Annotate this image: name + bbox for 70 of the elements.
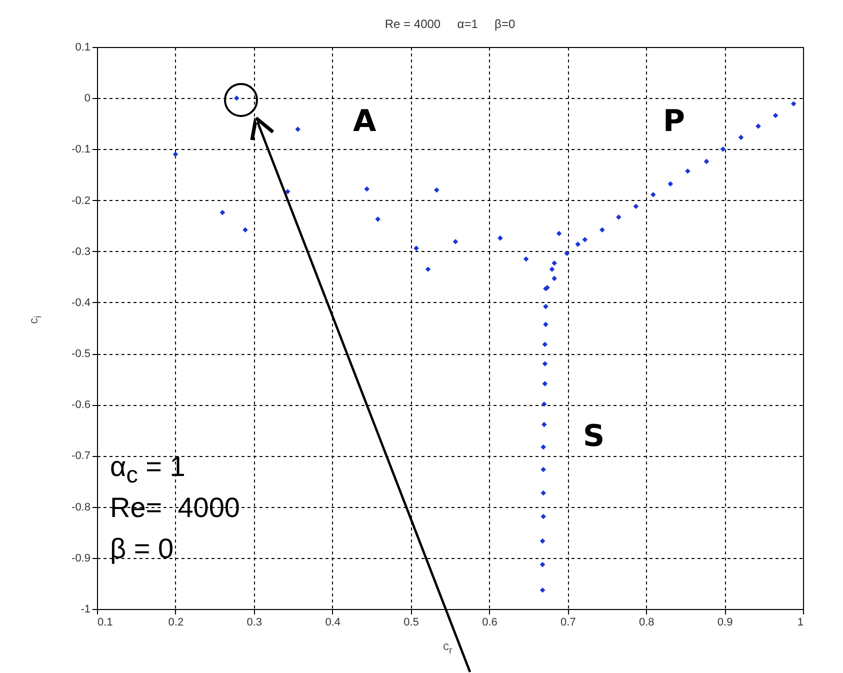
- annotation: S: [583, 419, 605, 454]
- point: [452, 239, 458, 244]
- point: [668, 181, 674, 187]
- x-tick-label: 0.1: [98, 616, 113, 628]
- point: [242, 227, 248, 233]
- annotation: α$_{c}$ = 1: [110, 450, 186, 490]
- y-tick-label: -1: [80, 604, 90, 616]
- point: [552, 276, 557, 282]
- x-tick-label: 0.3: [246, 616, 262, 628]
- annotation: Re= 4000: [110, 491, 240, 525]
- point: [564, 250, 570, 256]
- annotation: A: [353, 104, 376, 139]
- x-tick-label: 0.4: [325, 616, 340, 628]
- x-tick-label: 0.5: [404, 616, 419, 628]
- y-tick-label: 0.1: [75, 42, 90, 54]
- point: [540, 538, 546, 544]
- point: [540, 587, 546, 593]
- point: [295, 126, 300, 132]
- point: [542, 381, 548, 386]
- point: [616, 214, 622, 220]
- point: [364, 186, 370, 192]
- point: [738, 134, 744, 140]
- point: [633, 204, 639, 210]
- point: [542, 342, 548, 347]
- point: [556, 230, 562, 236]
- point: [575, 242, 581, 247]
- point: [540, 444, 546, 450]
- point: [600, 227, 605, 233]
- y-tick-label: -0.4: [72, 296, 90, 309]
- x-tick-label: 0.9: [717, 616, 733, 628]
- point: [234, 95, 240, 101]
- y-tick-label: -0.7: [72, 450, 90, 462]
- point: [772, 112, 778, 118]
- x-axis-title: c$_{r}$: [442, 639, 452, 656]
- point: [540, 562, 546, 568]
- point: [685, 168, 690, 174]
- point: [540, 490, 546, 496]
- annotation: β = 0: [110, 532, 174, 566]
- y-tick-label: -0.9: [72, 552, 90, 564]
- point: [541, 401, 547, 407]
- point: [523, 256, 529, 262]
- x-tick-label: 0.7: [560, 616, 576, 628]
- point: [704, 158, 710, 164]
- chart-title: Re = 4000 α=1 β=0: [384, 17, 516, 31]
- y-tick-label: -0.6: [72, 399, 90, 412]
- point: [434, 187, 440, 193]
- point: [541, 422, 547, 428]
- point: [540, 514, 546, 520]
- point: [540, 466, 546, 472]
- y-tick-label: -0.1: [72, 144, 90, 156]
- point: [790, 101, 796, 106]
- point: [414, 246, 419, 251]
- point: [220, 210, 226, 216]
- y-tick-label: -0.2: [72, 194, 90, 207]
- x-tick-label: 0.2: [168, 616, 184, 628]
- y-tick-label: -0.5: [72, 348, 90, 360]
- x-tick-label: 0.8: [638, 616, 654, 628]
- point: [498, 235, 503, 241]
- point: [756, 124, 761, 129]
- y-tick-label: -0.3: [72, 246, 90, 258]
- x-tick-label: 1: [797, 616, 804, 628]
- point: [552, 260, 557, 266]
- annotation: P: [663, 104, 685, 139]
- point: [582, 236, 588, 242]
- point: [543, 322, 548, 328]
- point: [650, 192, 656, 198]
- x-tick-label: 0.6: [482, 616, 498, 628]
- y-tick-label: -0.8: [72, 501, 90, 514]
- y-tick-label: 0: [84, 92, 90, 105]
- point: [375, 216, 380, 222]
